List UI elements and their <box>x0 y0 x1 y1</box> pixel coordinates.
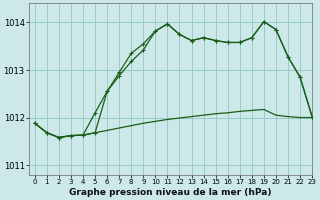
X-axis label: Graphe pression niveau de la mer (hPa): Graphe pression niveau de la mer (hPa) <box>69 188 272 197</box>
